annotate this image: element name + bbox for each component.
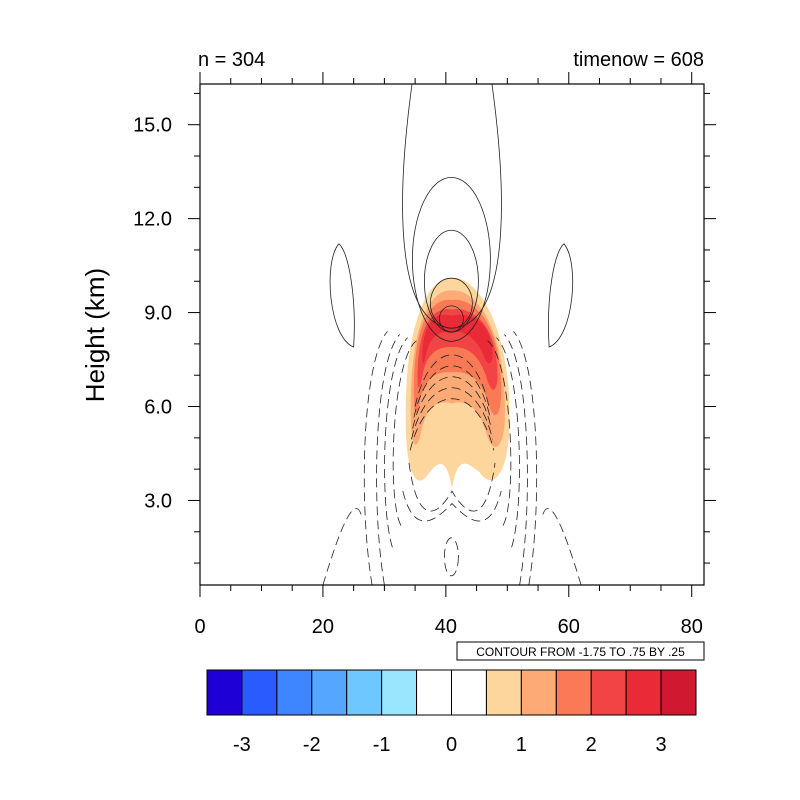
- colorbar-tick-label: 1: [516, 734, 527, 756]
- colorbar-box: [451, 669, 487, 716]
- contour-negative-arc: [413, 365, 491, 418]
- contour-negative-outer-left: [322, 508, 363, 585]
- x-tick-label: 80: [681, 616, 703, 638]
- contour-negative-4-left: [392, 340, 417, 526]
- colorbar-tick-label: -3: [233, 734, 251, 756]
- y-axis-tick-labels: 3.0 6.0 9.0 12.0 15.0: [133, 115, 172, 513]
- colorbar-box: [206, 669, 243, 716]
- y-tick-label: 3.0: [144, 490, 172, 512]
- x-axis-ticks: [199, 72, 693, 597]
- shaded-field: [405, 278, 510, 488]
- y-tick-label: 15.0: [133, 115, 172, 137]
- contour-negative-arc: [414, 354, 490, 407]
- y-tick-label: 12.0: [133, 209, 172, 231]
- colorbar-box: [381, 669, 418, 716]
- contour-negative-bowl-2: [402, 490, 502, 522]
- contour-negative-4-right: [487, 340, 512, 526]
- colorbar-box: [660, 669, 697, 716]
- colorbar: [206, 669, 697, 716]
- left-title: n = 304: [198, 49, 265, 71]
- colorbar-box: [520, 669, 557, 716]
- shade-level-2.5: [422, 314, 493, 364]
- contour-negative-3-right: [495, 337, 520, 548]
- y-tick-label: 9.0: [144, 303, 172, 325]
- y-axis-label: Height (km): [80, 268, 110, 402]
- x-tick-label: 60: [558, 616, 580, 638]
- colorbar-box: [346, 669, 383, 716]
- colorbar-box: [555, 669, 592, 716]
- colorbar-tick-label: -2: [303, 734, 321, 756]
- contour-side-left: [329, 243, 355, 348]
- x-tick-label: 0: [194, 616, 205, 638]
- y-tick-label: 6.0: [144, 397, 172, 419]
- colorbar-tick-labels: -3 -2 -1 0 1 2 3: [233, 734, 667, 756]
- contour-side-right: [548, 243, 574, 348]
- contour-lines: [322, 84, 582, 585]
- contour-positive-5: [438, 305, 464, 333]
- contour-negative-outer-right: [541, 508, 582, 585]
- x-axis-tick-labels: 0 20 40 60 80: [194, 616, 702, 638]
- x-tick-label: 40: [435, 616, 457, 638]
- colorbar-tick-label: 0: [446, 734, 457, 756]
- colorbar-tick-label: 3: [656, 734, 667, 756]
- contour-positive-3: [423, 229, 479, 333]
- colorbar-tick-label: -1: [373, 734, 391, 756]
- contour-negative-arc: [412, 376, 492, 429]
- colorbar-box: [416, 669, 453, 716]
- contour-negative-1-left: [363, 331, 388, 585]
- right-title: timenow = 608: [573, 49, 704, 71]
- contour-info-text: CONTOUR FROM -1.75 TO .75 BY .25: [476, 645, 685, 659]
- contour-negative-small: [443, 537, 459, 577]
- contour-positive-4: [429, 277, 473, 329]
- x-tick-label: 20: [312, 616, 334, 638]
- contour-negative-2-left: [376, 334, 401, 585]
- contour-info-box: [456, 641, 705, 661]
- colorbar-box: [625, 669, 662, 716]
- plot-frame: [199, 83, 705, 586]
- contour-negative-1-right: [513, 331, 538, 585]
- contour-negative-3-left: [384, 337, 409, 548]
- colorbar-box: [485, 669, 522, 716]
- contour-negative-bowl-1: [408, 462, 496, 512]
- contour-negative-arc: [411, 387, 493, 440]
- contour-negative-2-right: [503, 334, 528, 585]
- colorbar-box: [241, 669, 278, 716]
- colorbar-box: [311, 669, 348, 716]
- y-axis-ticks: [188, 92, 716, 564]
- contour-positive-2: [411, 176, 491, 342]
- colorbar-box: [590, 669, 627, 716]
- colorbar-box: [276, 669, 313, 716]
- colorbar-tick-label: 2: [586, 734, 597, 756]
- contour-negative-arc: [409, 398, 495, 451]
